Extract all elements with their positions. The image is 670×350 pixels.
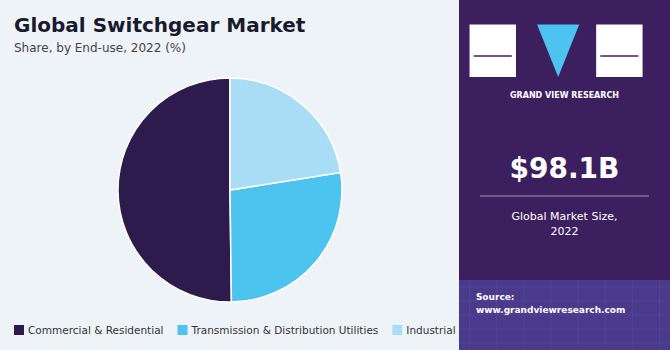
legend-entry: Industrial <box>406 324 455 336</box>
panel-grid-line <box>459 315 670 316</box>
market-size-label-line: 2022 <box>551 225 579 238</box>
logo-line <box>474 55 512 57</box>
source-text-line: www.grandviewresearch.com <box>476 305 626 315</box>
brand-text-line: GRAND VIEW RESEARCH <box>510 91 619 100</box>
title: Global Switchgear Market <box>14 13 306 37</box>
market-size-label: Global Market Size, 2022 <box>512 210 618 238</box>
logo-box <box>470 25 516 78</box>
subtitle: Share, by End-use, 2022 (%) <box>14 41 186 55</box>
logo-box <box>596 25 642 78</box>
market-size-line: $98.1B <box>510 152 620 185</box>
background <box>0 0 670 350</box>
panel-grid-line <box>459 343 670 344</box>
panel-grid-line <box>459 287 670 288</box>
legend-swatch <box>178 325 188 335</box>
legend-entry: Transmission & Distribution Utilities <box>191 324 379 336</box>
logo-triangle <box>537 25 579 78</box>
panel-background <box>459 0 670 350</box>
pie-slice <box>118 78 231 302</box>
chart: Global Switchgear Market Share, by End-us… <box>0 0 670 350</box>
market-size: $98.1B <box>510 152 620 185</box>
pie-slice <box>230 172 342 302</box>
side-panel: GRAND VIEW RESEARCH $98.1B Global Market S… <box>459 0 670 350</box>
source-text-line: Source: <box>476 292 515 302</box>
pie <box>118 78 342 302</box>
divider <box>480 196 649 197</box>
pie-slice <box>230 78 341 190</box>
legend-swatch <box>392 325 402 335</box>
legend-entry: Commercial & Residential <box>28 324 164 336</box>
legend: Commercial & Residential Transmission & D… <box>14 324 456 336</box>
market-size-label-line: Global Market Size, <box>512 210 618 223</box>
brand-text: GRAND VIEW RESEARCH <box>510 91 619 100</box>
panel-grid-area <box>459 280 670 350</box>
legend-swatch <box>14 325 24 335</box>
logo-line <box>600 55 638 57</box>
panel-grid-line <box>459 329 670 330</box>
source-text: Source: www.grandviewresearch.com <box>476 292 626 315</box>
